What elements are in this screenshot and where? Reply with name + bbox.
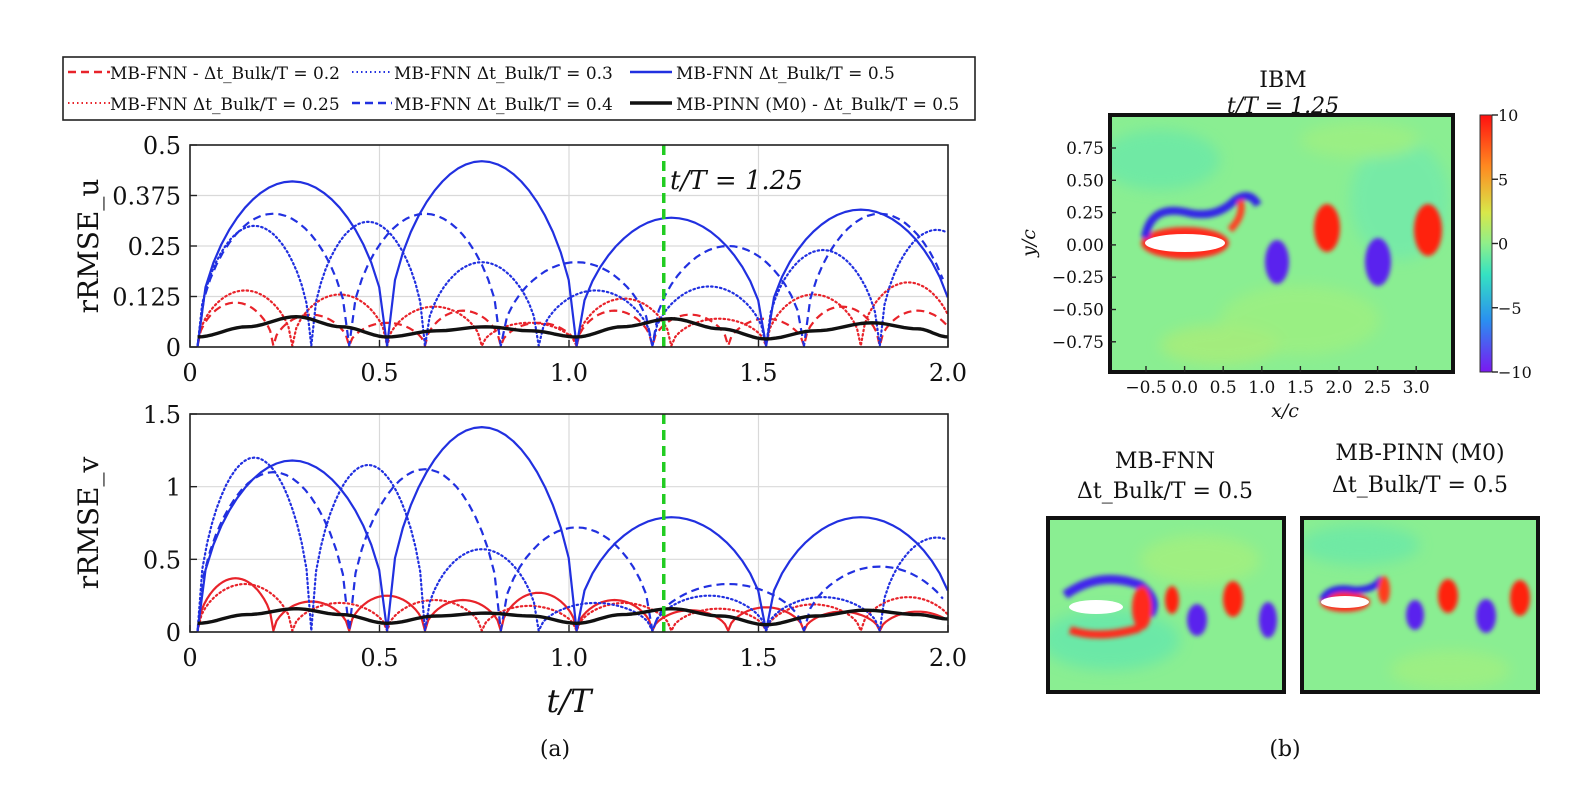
series-line (196, 160, 949, 347)
x-tick-label: 1.0 (550, 359, 588, 387)
x-axis-label: t/T (547, 682, 595, 720)
colorbar-tick-label: 10 (1498, 106, 1518, 125)
x-tick-label: 0 (182, 644, 197, 672)
y-tick-label: 0.00 (1066, 236, 1104, 256)
heatmap-title: MB-FNN (1115, 449, 1215, 474)
y-tick-label: 0.50 (1066, 171, 1104, 191)
y-axis-label: y/c (1018, 229, 1040, 258)
x-tick-label: 1.5 (739, 644, 777, 672)
vorticity-field (1302, 518, 1538, 692)
x-tick-label: 1.5 (1287, 378, 1314, 398)
heatmap-mb-fnn: MB-FNN Δt_Bulk/T = 0.5 (1046, 449, 1286, 694)
y-tick-label: 1.5 (143, 401, 181, 429)
y-tick-label: 0 (166, 619, 181, 647)
x-tick-label: 0.5 (1210, 378, 1237, 398)
y-tick-label: 0.25 (1066, 204, 1104, 224)
plot-rrmse-v: 0 0.5 1.0 1.5 2.0 0 0.5 1 1.5 rRMSE_v t/T (72, 401, 967, 720)
vorticity-field (1110, 115, 1453, 372)
heatmap-frame (1300, 516, 1540, 694)
x-tick-label: 2.0 (929, 644, 967, 672)
y-tick-label: 0.5 (143, 132, 181, 160)
y-tick-label: 0.375 (112, 183, 181, 211)
x-tick-label: 2.5 (1364, 378, 1391, 398)
legend-entry-pinn: MB-PINN (M0) - Δt_Bulk/T = 0.5 (630, 95, 959, 115)
x-tick-label: 0 (182, 359, 197, 387)
heatmap-subtitle: Δt_Bulk/T = 0.5 (1332, 473, 1508, 498)
heatmap-frame (1046, 516, 1286, 694)
legend-label: MB-FNN Δt_Bulk/T = 0.25 (110, 95, 340, 115)
y-tick-label: 0.75 (1066, 139, 1104, 159)
heatmap-mb-pinn: MB-PINN (M0) Δt_Bulk/T = 0.5 (1300, 441, 1540, 694)
x-tick-label: 2.0 (1325, 378, 1352, 398)
legend-label: MB-FNN Δt_Bulk/T = 0.4 (394, 95, 613, 115)
legend-label: MB-PINN (M0) - Δt_Bulk/T = 0.5 (676, 95, 959, 115)
legend-entry-fnn-0.3: MB-FNN Δt_Bulk/T = 0.3 (352, 64, 613, 84)
heatmap-title: IBM (1259, 68, 1306, 93)
caption-a: (a) (540, 737, 570, 762)
vorticity-field (1048, 518, 1284, 692)
legend: MB-FNN - Δt_Bulk/T = 0.2 MB-FNN Δt_Bulk/… (62, 56, 976, 121)
y-tick-label: −0.25 (1052, 268, 1104, 288)
x-tick-label: −0.5 (1125, 378, 1166, 398)
colorbar-tick-label: −10 (1498, 363, 1532, 382)
x-axis-label: x/c (1271, 400, 1299, 422)
legend-entry-fnn-0.5: MB-FNN Δt_Bulk/T = 0.5 (630, 64, 895, 84)
y-axis-label: rRMSE_v (72, 457, 105, 590)
colorbar-tick-label: 5 (1498, 170, 1508, 189)
y-tick-label: 0.125 (112, 284, 181, 312)
x-tick-label: 1.5 (739, 359, 777, 387)
legend-box (62, 56, 976, 121)
series-line (196, 281, 949, 347)
x-tick-label: 0.0 (1171, 378, 1198, 398)
y-tick-label: −0.50 (1052, 301, 1104, 321)
x-tick-label: 3.0 (1403, 378, 1430, 398)
series-line (196, 426, 949, 632)
x-tick-label: 1.0 (1248, 378, 1275, 398)
legend-entry-fnn-0.4: MB-FNN Δt_Bulk/T = 0.4 (352, 95, 613, 115)
y-tick-label: 0.25 (128, 233, 181, 261)
legend-label: MB-FNN Δt_Bulk/T = 0.5 (676, 64, 895, 84)
y-axis-label: rRMSE_u (72, 179, 105, 314)
legend-entry-fnn-0.25: MB-FNN Δt_Bulk/T = 0.25 (68, 95, 340, 115)
colorbar-tick-label: 0 (1498, 235, 1508, 254)
series-line (197, 607, 949, 627)
y-tick-label: −0.75 (1052, 333, 1104, 353)
x-tick-label: 2.0 (929, 359, 967, 387)
heatmap-frame (1108, 113, 1455, 374)
colorbar-tick-label: −5 (1498, 299, 1522, 318)
heatmap-subtitle: Δt_Bulk/T = 0.5 (1077, 479, 1253, 504)
y-tick-label: 1 (166, 474, 181, 502)
x-tick-label: 0.5 (360, 644, 398, 672)
legend-label: MB-FNN Δt_Bulk/T = 0.3 (394, 64, 613, 84)
colorbar (1479, 114, 1493, 373)
series-line (196, 468, 944, 632)
legend-label: MB-FNN - Δt_Bulk/T = 0.2 (110, 64, 340, 84)
x-tick-label: 1.0 (550, 644, 588, 672)
series-line (196, 456, 948, 632)
legend-entry-fnn-0.2: MB-FNN - Δt_Bulk/T = 0.2 (68, 64, 340, 84)
marker-label: t/T = 1.25 (670, 166, 803, 196)
series-line (196, 212, 944, 347)
x-tick-label: 0.5 (360, 359, 398, 387)
plot-rrmse-u: 0 0.5 1.0 1.5 2.0 0 0.125 0.25 0.375 0.5 t/T = 1.… (72, 132, 967, 387)
heatmap-ibm: IBM t/T = 1.25 0.750.500.25 (1018, 68, 1532, 422)
y-tick-label: 0.5 (143, 546, 181, 574)
heatmap-title: MB-PINN (M0) (1335, 441, 1504, 466)
caption-b: (b) (1269, 737, 1300, 762)
y-tick-label: 0 (166, 334, 181, 362)
airfoil-mask (1145, 234, 1225, 252)
series-line (197, 315, 949, 341)
